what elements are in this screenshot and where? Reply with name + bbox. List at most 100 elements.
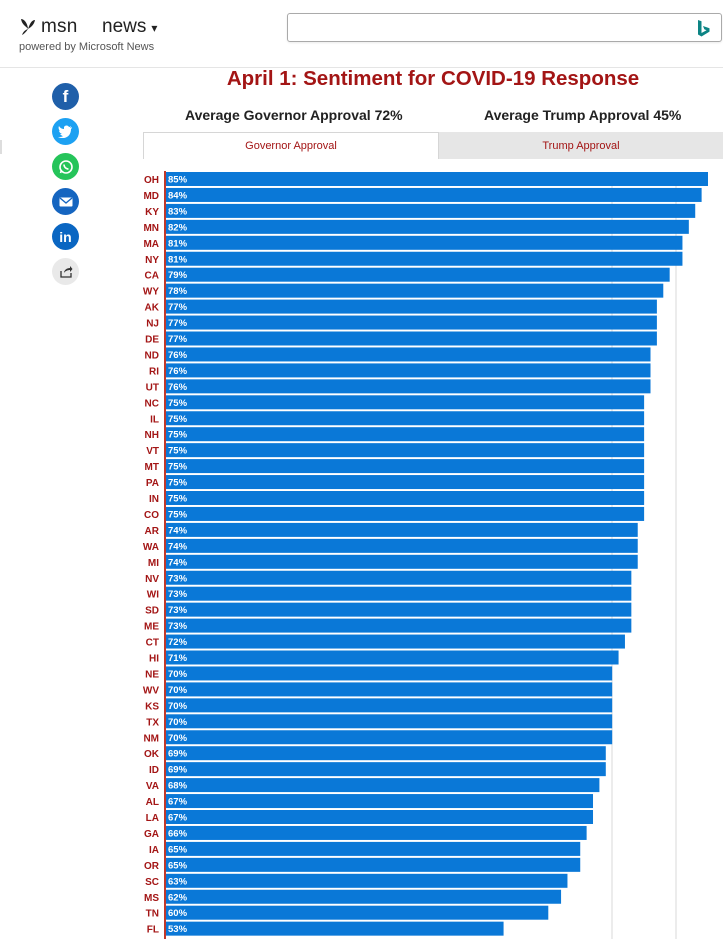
bar-in[interactable]: [165, 491, 645, 505]
bar-hi[interactable]: [165, 650, 619, 665]
bar-co[interactable]: [165, 506, 645, 521]
value-label: 73%: [168, 589, 188, 600]
value-label: 69%: [168, 749, 188, 760]
bar-sc[interactable]: [165, 873, 568, 888]
state-label: NE: [145, 669, 159, 680]
state-label: WV: [143, 685, 159, 696]
value-label: 83%: [168, 206, 188, 217]
msn-logo[interactable]: msn: [19, 16, 78, 38]
state-label: MN: [143, 223, 159, 234]
value-label: 66%: [168, 828, 188, 839]
linkedin-icon[interactable]: in: [52, 223, 79, 250]
bar-id[interactable]: [165, 762, 606, 777]
state-label: WI: [147, 590, 159, 601]
state-label: MT: [145, 462, 159, 473]
bar-nd[interactable]: [165, 347, 651, 362]
state-label: VT: [146, 446, 159, 457]
bar-fl[interactable]: [165, 921, 504, 936]
bar-tx[interactable]: [165, 714, 613, 729]
bar-ma[interactable]: [165, 235, 683, 250]
bar-de[interactable]: [165, 331, 657, 346]
email-icon[interactable]: [52, 188, 79, 215]
average-trump-approval: Average Trump Approval 45%: [484, 107, 682, 123]
state-label: FL: [147, 925, 159, 936]
bar-nc[interactable]: [165, 395, 645, 410]
bar-or[interactable]: [165, 857, 581, 872]
bar-nh[interactable]: [165, 427, 645, 442]
bar-mi[interactable]: [165, 554, 638, 569]
bar-md[interactable]: [165, 187, 702, 202]
bar-ok[interactable]: [165, 746, 606, 761]
bar-wv[interactable]: [165, 682, 613, 697]
state-label: MI: [148, 558, 159, 569]
tab-governor-approval[interactable]: Governor Approval: [143, 132, 439, 159]
bar-ut[interactable]: [165, 379, 651, 394]
bar-ri[interactable]: [165, 363, 651, 378]
bar-ak[interactable]: [165, 299, 657, 314]
bar-ny[interactable]: [165, 251, 683, 266]
bar-nj[interactable]: [165, 315, 657, 330]
value-label: 76%: [168, 366, 188, 377]
bar-la[interactable]: [165, 810, 594, 824]
value-label: 77%: [168, 318, 188, 329]
average-governor-approval: Average Governor Approval 72%: [185, 107, 403, 123]
value-label: 73%: [168, 621, 188, 632]
bar-wy[interactable]: [165, 283, 664, 298]
value-label: 71%: [168, 653, 188, 664]
state-label: NJ: [146, 319, 159, 330]
state-label: MD: [143, 191, 159, 202]
powered-by-text: powered by Microsoft News: [19, 41, 155, 53]
bar-wa[interactable]: [165, 538, 638, 553]
bar-mt[interactable]: [165, 459, 645, 474]
bar-ms[interactable]: [165, 889, 562, 904]
share-icon[interactable]: [52, 258, 79, 285]
bar-ia[interactable]: [165, 841, 581, 856]
bing-icon[interactable]: [697, 19, 711, 38]
bar-sd[interactable]: [165, 602, 632, 617]
bar-me[interactable]: [165, 618, 632, 633]
bar-il[interactable]: [165, 411, 645, 426]
twitter-icon[interactable]: [52, 118, 79, 145]
bar-ky[interactable]: [165, 203, 696, 218]
state-label: CT: [146, 638, 159, 649]
value-label: 81%: [168, 254, 188, 265]
value-label: 74%: [168, 525, 188, 536]
state-label: MS: [144, 893, 159, 904]
bar-nm[interactable]: [165, 730, 613, 745]
state-label: LA: [146, 813, 159, 824]
bar-oh[interactable]: [165, 172, 708, 186]
bar-nv[interactable]: [165, 570, 632, 585]
facebook-icon[interactable]: f: [52, 83, 79, 110]
bar-ca[interactable]: [165, 267, 670, 282]
chevron-down-icon: ▾: [151, 21, 158, 35]
bar-ct[interactable]: [165, 634, 625, 649]
tab-trump-approval[interactable]: Trump Approval: [439, 132, 723, 159]
state-label: NC: [145, 398, 159, 409]
bar-mn[interactable]: [165, 219, 689, 234]
state-label: KS: [145, 701, 159, 712]
bar-pa[interactable]: [165, 475, 645, 490]
value-label: 67%: [168, 797, 188, 808]
state-label: HI: [149, 654, 159, 665]
bar-ks[interactable]: [165, 698, 613, 713]
bar-wi[interactable]: [165, 586, 632, 601]
value-label: 68%: [168, 781, 188, 792]
section-dropdown[interactable]: news ▾: [102, 16, 157, 38]
whatsapp-icon[interactable]: [52, 153, 79, 180]
bar-vt[interactable]: [165, 443, 645, 458]
bar-al[interactable]: [165, 794, 594, 809]
bar-ne[interactable]: [165, 666, 613, 681]
bar-tn[interactable]: [165, 905, 549, 920]
bar-ga[interactable]: [165, 825, 587, 840]
bar-ar[interactable]: [165, 522, 638, 537]
value-label: 85%: [168, 175, 188, 186]
bar-va[interactable]: [165, 778, 600, 793]
logo-text: msn: [41, 16, 78, 37]
state-label: KY: [145, 207, 159, 218]
state-label: TN: [146, 909, 159, 920]
section-label: news: [102, 16, 147, 37]
value-label: 63%: [168, 876, 188, 887]
state-label: NM: [143, 733, 159, 744]
state-label: SD: [145, 606, 159, 617]
search-input[interactable]: [287, 13, 722, 42]
